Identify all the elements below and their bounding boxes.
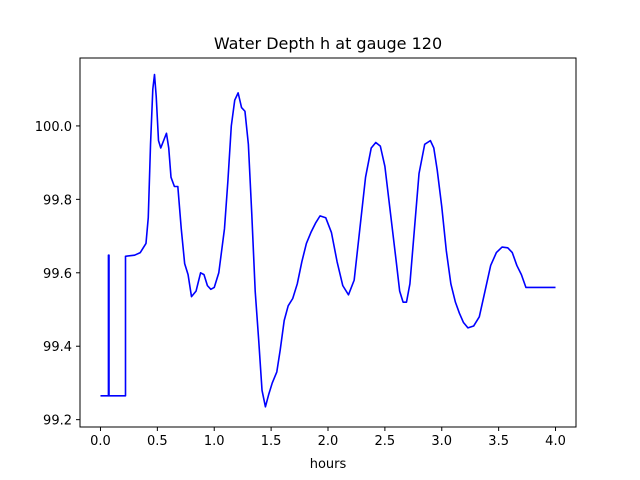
x-tick-label: 3.0 (431, 434, 452, 449)
axes: 0.0 0.5 1.0 1.5 2.0 2.5 3.0 3.5 4.0 99.2 99.4 99.6 9… (35, 57, 577, 449)
y-tick-label: 99.2 (43, 414, 72, 429)
x-tick-label: 0.0 (90, 434, 111, 449)
chart-title: Water Depth h at gauge 120 (214, 34, 442, 53)
x-tick-label: 4.0 (545, 434, 566, 449)
y-tick-label: 99.6 (43, 267, 72, 282)
x-tick-label: 2.0 (318, 434, 339, 449)
x-tick-label: 1.5 (261, 434, 282, 449)
y-tick-label: 99.8 (43, 193, 72, 208)
x-axis-title: hours (310, 457, 347, 472)
x-tick-label: 3.5 (488, 434, 509, 449)
x-tick-label: 2.5 (375, 434, 396, 449)
y-tick-label: 100.0 (35, 120, 72, 135)
series-line-0 (100, 73, 556, 408)
plot-area (100, 73, 556, 408)
x-tick-label: 0.5 (147, 434, 168, 449)
y-tick-label: 99.4 (43, 340, 72, 355)
x-tick-label: 1.0 (204, 434, 225, 449)
